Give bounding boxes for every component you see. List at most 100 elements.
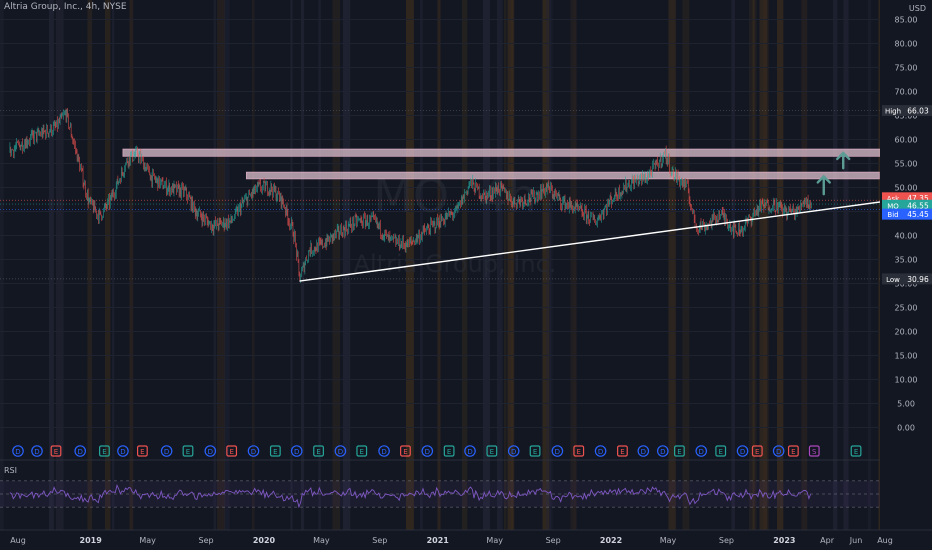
earnings-box xyxy=(356,445,368,457)
rsi-label: RSI xyxy=(4,466,17,475)
price-tag-value: 47.35 xyxy=(907,194,929,203)
session-stripe xyxy=(570,0,575,530)
session-stripe xyxy=(224,0,230,530)
price-tick-label: 15.00 xyxy=(895,352,918,361)
time-tick-label: 2019 xyxy=(80,536,103,545)
earnings-box xyxy=(573,445,585,457)
session-stripe xyxy=(0,0,4,530)
session-stripe xyxy=(112,0,115,530)
session-stripe xyxy=(87,0,93,530)
session-stripe xyxy=(301,0,305,530)
price-tick-label: 20.00 xyxy=(895,328,918,337)
time-tick-label: Aug xyxy=(10,536,26,545)
dividend-marker-icon: D xyxy=(290,445,303,457)
time-tick-label: 2020 xyxy=(253,536,276,545)
event-letter: E xyxy=(229,448,233,456)
time-tick-label: May xyxy=(486,536,503,545)
price-tag-value: 66.03 xyxy=(907,107,929,116)
session-stripe xyxy=(406,0,414,530)
price-tick-label: 35.00 xyxy=(895,256,918,265)
earnings-box xyxy=(400,445,411,457)
time-tick-label: 2021 xyxy=(427,536,450,545)
up-arrow-icon xyxy=(836,151,851,170)
earnings-box xyxy=(99,445,110,457)
earnings-box xyxy=(226,445,238,457)
dividend-circle xyxy=(551,445,564,457)
event-letter: D xyxy=(34,448,39,456)
price-axis-bg xyxy=(880,0,932,530)
event-letter: E xyxy=(533,448,537,456)
dividend-circle xyxy=(334,445,347,457)
event-letter: D xyxy=(641,448,646,456)
time-tick-label: Sep xyxy=(198,536,213,545)
dividend-circle xyxy=(160,445,173,457)
dividend-circle xyxy=(290,445,303,457)
time-tick-label: May xyxy=(660,536,677,545)
session-stripe xyxy=(843,0,849,530)
dividend-marker-icon: D xyxy=(334,445,347,457)
earnings-box xyxy=(850,445,862,457)
dividend-marker-icon: D xyxy=(656,445,669,457)
session-stripe xyxy=(507,0,514,530)
event-letter: D xyxy=(338,448,343,456)
price-tag-label-bg xyxy=(882,192,904,204)
event-letter: E xyxy=(854,448,858,456)
price-tick-label: 55.00 xyxy=(895,160,918,169)
event-letter: D xyxy=(251,448,256,456)
earnings-box xyxy=(313,445,324,457)
price-tag-value-bg xyxy=(904,192,932,204)
earnings-box xyxy=(808,445,820,457)
event-letter: E xyxy=(490,448,494,456)
session-stripe xyxy=(777,0,784,530)
event-letter: D xyxy=(740,448,745,456)
event-letter: D xyxy=(511,448,516,456)
session-stripe xyxy=(731,0,735,530)
dividend-circle xyxy=(204,445,217,457)
resistance-zone xyxy=(245,171,880,180)
time-tick-label: May xyxy=(139,536,156,545)
dividend-marker-icon: D xyxy=(421,445,434,457)
event-letter: D xyxy=(78,448,83,456)
event-letter: E xyxy=(755,448,759,456)
dividend-circle xyxy=(656,445,669,457)
session-stripe xyxy=(511,0,515,530)
time-tick-label: May xyxy=(313,536,330,545)
dividend-circle xyxy=(117,445,129,457)
price-tag-label-bg xyxy=(882,199,904,211)
dividend-marker-icon: D xyxy=(74,445,86,457)
session-stripe xyxy=(668,0,676,530)
event-letter: E xyxy=(102,448,106,456)
session-stripe xyxy=(49,0,54,530)
event-letter: D xyxy=(425,448,430,456)
price-tag-label-bg xyxy=(882,273,904,285)
price-tag-value-bg xyxy=(904,199,932,211)
chart-grid xyxy=(0,19,880,428)
earnings-box xyxy=(182,445,194,457)
earnings-box xyxy=(50,445,62,457)
resistance-zone xyxy=(122,148,883,157)
price-tick-label: 0.00 xyxy=(897,424,915,433)
price-tag-label-bg xyxy=(882,208,904,220)
trendline xyxy=(299,196,916,282)
price-tick-label: 70.00 xyxy=(895,88,918,97)
chart-title: Altria Group, Inc., 4h, NYSE xyxy=(4,2,127,12)
event-letter: E xyxy=(54,448,58,456)
earnings-marker-icon: E xyxy=(313,445,324,457)
price-tag-value-bg xyxy=(904,105,932,117)
session-stripe xyxy=(483,0,490,530)
dividend-circle xyxy=(464,445,476,457)
dividend-marker-icon: D xyxy=(12,445,24,457)
earnings-box xyxy=(269,445,281,457)
dividend-marker-icon: D xyxy=(637,445,650,457)
split-marker-icon: S xyxy=(808,445,820,457)
event-letter: E xyxy=(140,448,144,456)
event-letter: D xyxy=(208,448,213,456)
session-stripe xyxy=(217,0,225,530)
earnings-marker-icon: E xyxy=(99,445,110,457)
earnings-box xyxy=(787,445,799,457)
event-letter: E xyxy=(316,448,320,456)
price-tick-label: 75.00 xyxy=(895,64,918,73)
